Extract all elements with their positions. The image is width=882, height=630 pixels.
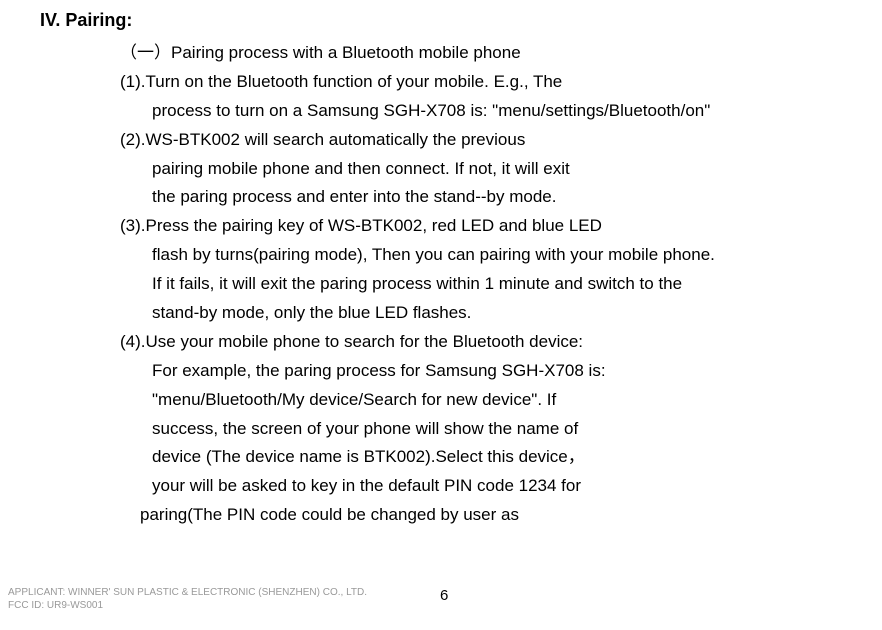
section-title: IV. Pairing: xyxy=(0,10,882,31)
text-line: For example, the paring process for Sams… xyxy=(120,357,882,386)
footer-applicant: APPLICANT: WINNER' SUN PLASTIC & ELECTRO… xyxy=(8,586,367,612)
page-number: 6 xyxy=(440,587,448,604)
text-line: (1).Turn on the Bluetooth function of yo… xyxy=(120,68,882,97)
text-line: "menu/Bluetooth/My device/Search for new… xyxy=(120,386,882,415)
fccid-text: FCC ID: UR9-WS001 xyxy=(8,599,367,612)
text-line: （一）Pairing process with a Bluetooth mobi… xyxy=(120,39,882,68)
text-line: (2).WS-BTK002 will search automatically … xyxy=(120,126,882,155)
text-line: your will be asked to key in the default… xyxy=(120,472,882,501)
text-line: If it fails, it will exit the paring pro… xyxy=(120,270,882,299)
text-line: paring(The PIN code could be changed by … xyxy=(120,501,882,530)
text-line: the paring process and enter into the st… xyxy=(120,183,882,212)
text-line: device (The device name is BTK002).Selec… xyxy=(120,443,882,472)
text-line: (3).Press the pairing key of WS-BTK002, … xyxy=(120,212,882,241)
text-line: stand-by mode, only the blue LED flashes… xyxy=(120,299,882,328)
text-line: (4).Use your mobile phone to search for … xyxy=(120,328,882,357)
applicant-text: APPLICANT: WINNER' SUN PLASTIC & ELECTRO… xyxy=(8,586,367,599)
content-block: （一）Pairing process with a Bluetooth mobi… xyxy=(0,39,882,530)
text-line: flash by turns(pairing mode), Then you c… xyxy=(120,241,882,270)
text-line: process to turn on a Samsung SGH-X708 is… xyxy=(120,97,882,126)
text-line: success, the screen of your phone will s… xyxy=(120,415,882,444)
text-line: pairing mobile phone and then connect. I… xyxy=(120,155,882,184)
